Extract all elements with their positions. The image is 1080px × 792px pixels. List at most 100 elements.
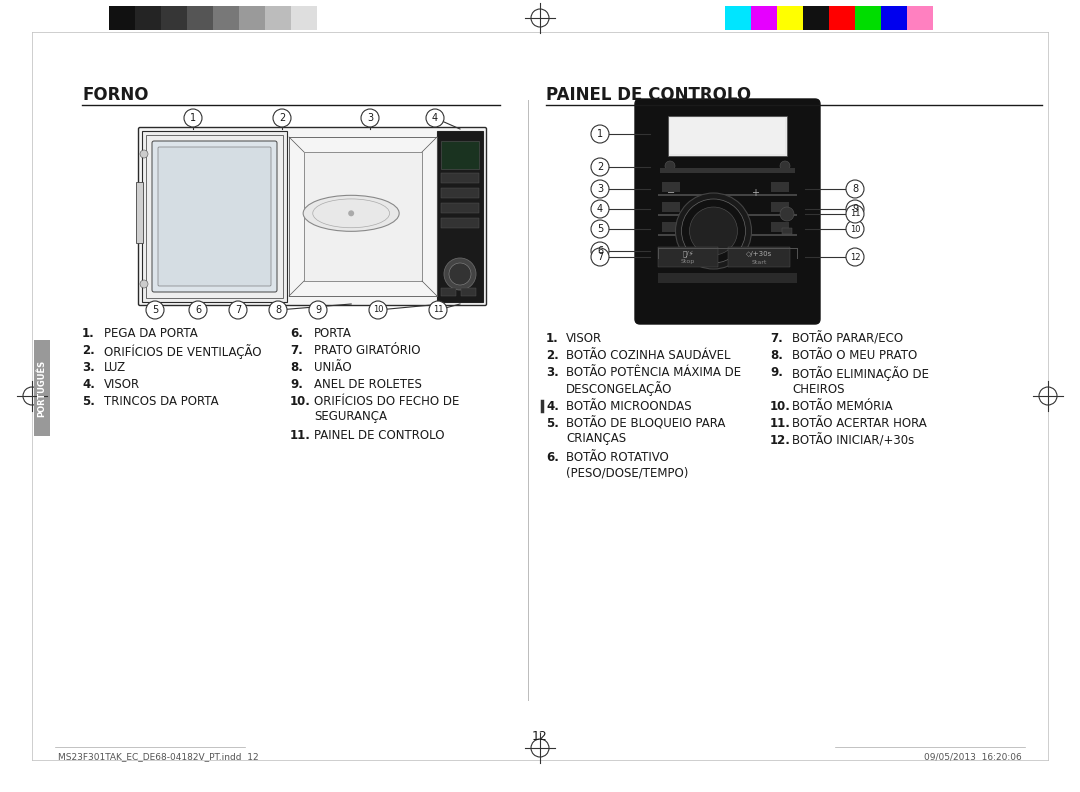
Text: 2: 2 — [279, 113, 285, 123]
Text: 12.: 12. — [770, 434, 791, 447]
Bar — [881, 6, 907, 30]
Text: PORTUGUÊS: PORTUGUÊS — [38, 360, 46, 417]
Text: +: + — [752, 188, 759, 198]
Bar — [303, 152, 422, 281]
Text: 5.: 5. — [546, 417, 558, 430]
Circle shape — [681, 199, 745, 263]
Text: BOTÃO POTÊNCIA MÁXIMA DE
DESCONGELAÇÃO: BOTÃO POTÊNCIA MÁXIMA DE DESCONGELAÇÃO — [566, 366, 741, 396]
Bar — [136, 181, 143, 243]
Circle shape — [229, 301, 247, 319]
Bar — [441, 288, 456, 296]
Bar — [777, 6, 804, 30]
Text: BOTÃO COZINHA SAUDÁVEL: BOTÃO COZINHA SAUDÁVEL — [566, 349, 730, 362]
Text: UNIÃO: UNIÃO — [314, 361, 352, 374]
Circle shape — [189, 301, 207, 319]
Circle shape — [426, 109, 444, 127]
Bar — [441, 218, 480, 228]
Text: ANEL DE ROLETES: ANEL DE ROLETES — [314, 378, 422, 391]
Bar — [109, 6, 135, 30]
Text: PEGA DA PORTA: PEGA DA PORTA — [104, 327, 198, 340]
Text: BOTÃO ROTATIVO
(PESO/DOSE/TEMPO): BOTÃO ROTATIVO (PESO/DOSE/TEMPO) — [566, 451, 688, 479]
Bar — [239, 6, 265, 30]
Ellipse shape — [303, 196, 400, 231]
Bar — [670, 118, 785, 154]
Bar — [146, 135, 283, 298]
Circle shape — [140, 280, 148, 288]
Bar — [660, 168, 795, 173]
Text: 6: 6 — [194, 305, 201, 315]
Circle shape — [591, 180, 609, 198]
Bar — [437, 131, 483, 302]
Text: 2.: 2. — [546, 349, 558, 362]
Circle shape — [348, 211, 354, 216]
Text: 7: 7 — [234, 305, 241, 315]
Bar — [461, 288, 476, 296]
Bar — [728, 247, 789, 267]
Text: 8: 8 — [852, 184, 859, 194]
Bar — [33, 340, 50, 436]
Text: 10: 10 — [373, 306, 383, 314]
FancyBboxPatch shape — [152, 141, 276, 292]
Text: FORNO: FORNO — [82, 86, 149, 104]
Text: 1.: 1. — [82, 327, 95, 340]
Circle shape — [361, 109, 379, 127]
Circle shape — [780, 161, 789, 171]
Circle shape — [591, 158, 609, 176]
Circle shape — [591, 220, 609, 238]
Text: 12: 12 — [532, 729, 548, 743]
Bar — [907, 6, 933, 30]
Text: 8.: 8. — [770, 349, 783, 362]
Bar — [658, 273, 797, 283]
Bar — [771, 222, 789, 232]
Circle shape — [591, 200, 609, 218]
Text: LUZ: LUZ — [104, 361, 126, 374]
Bar — [658, 247, 718, 267]
Circle shape — [269, 301, 287, 319]
Text: 11: 11 — [850, 210, 861, 219]
Text: 4: 4 — [597, 204, 603, 214]
Text: 3.: 3. — [546, 366, 558, 379]
Text: 10: 10 — [850, 224, 861, 234]
Bar — [658, 214, 797, 216]
Circle shape — [846, 220, 864, 238]
Text: 8: 8 — [275, 305, 281, 315]
Text: 1.: 1. — [546, 332, 558, 345]
Text: PORTA: PORTA — [314, 327, 352, 340]
Text: 11.: 11. — [770, 417, 791, 430]
Text: 7.: 7. — [291, 344, 302, 357]
Text: 6.: 6. — [546, 451, 558, 464]
Bar — [669, 116, 787, 156]
Text: 09/05/2013  16:20:06: 09/05/2013 16:20:06 — [924, 752, 1022, 761]
Circle shape — [846, 205, 864, 223]
Bar — [441, 203, 480, 213]
Bar — [135, 6, 161, 30]
Text: ⏹/⚡: ⏹/⚡ — [683, 250, 693, 257]
Bar — [771, 182, 789, 192]
Bar — [291, 6, 318, 30]
Text: BOTÃO MEMÓRIA: BOTÃO MEMÓRIA — [792, 400, 893, 413]
Text: 8.: 8. — [291, 361, 302, 374]
Text: 10.: 10. — [291, 395, 311, 408]
Text: VISOR: VISOR — [104, 378, 140, 391]
Text: BOTÃO MICROONDAS: BOTÃO MICROONDAS — [566, 400, 691, 413]
Bar — [213, 6, 239, 30]
Text: BOTÃO ACERTAR HORA: BOTÃO ACERTAR HORA — [792, 417, 927, 430]
Circle shape — [444, 258, 476, 290]
Bar — [933, 6, 959, 30]
FancyBboxPatch shape — [635, 99, 820, 324]
Bar — [829, 6, 855, 30]
Circle shape — [369, 301, 387, 319]
Circle shape — [591, 248, 609, 266]
Text: 9.: 9. — [770, 366, 783, 379]
Text: PAINEL DE CONTROLO: PAINEL DE CONTROLO — [314, 429, 445, 442]
Text: ORIFÍCIOS DO FECHO DE
SEGURANÇA: ORIFÍCIOS DO FECHO DE SEGURANÇA — [314, 395, 459, 423]
Circle shape — [273, 109, 291, 127]
Bar — [782, 228, 792, 234]
Circle shape — [846, 180, 864, 198]
Text: BOTÃO PARAR/ECO: BOTÃO PARAR/ECO — [792, 332, 903, 345]
Text: 2.: 2. — [82, 344, 95, 357]
Text: 11: 11 — [433, 306, 443, 314]
Bar — [662, 182, 680, 192]
Text: ◇/+30s: ◇/+30s — [746, 251, 772, 257]
Text: 6.: 6. — [291, 327, 302, 340]
